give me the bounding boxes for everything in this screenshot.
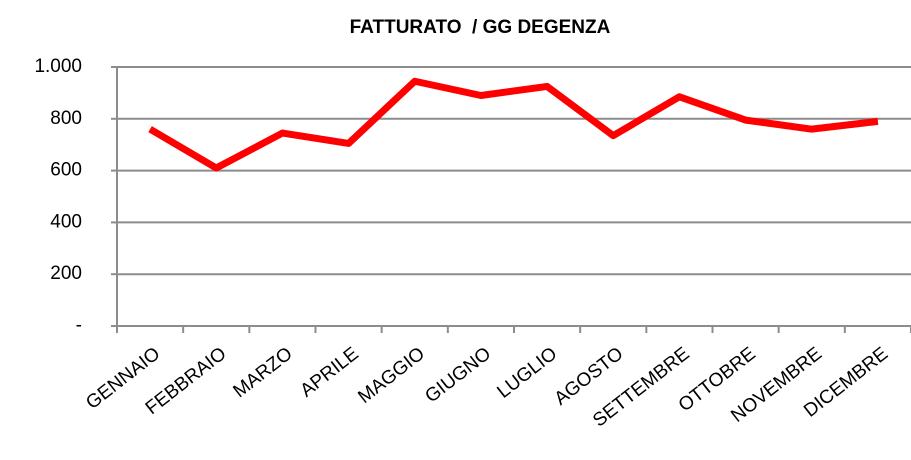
x-tick-label: APRILE xyxy=(297,343,363,401)
y-tick-label: 800 xyxy=(50,108,82,129)
y-tick-label: 200 xyxy=(50,263,82,284)
y-tick-label: 1.000 xyxy=(34,56,82,77)
y-tick-label: - xyxy=(76,315,82,336)
y-tick-label: 400 xyxy=(50,211,82,232)
x-tick-label: GIUGNO xyxy=(421,343,495,407)
x-tick-label: MAGGIO xyxy=(354,343,428,408)
line xyxy=(148,77,879,172)
x-tick-label: MARZO xyxy=(230,343,297,402)
y-tick-label: 600 xyxy=(50,160,82,181)
chart-title: FATTURATO / GG DEGENZA xyxy=(350,17,611,38)
